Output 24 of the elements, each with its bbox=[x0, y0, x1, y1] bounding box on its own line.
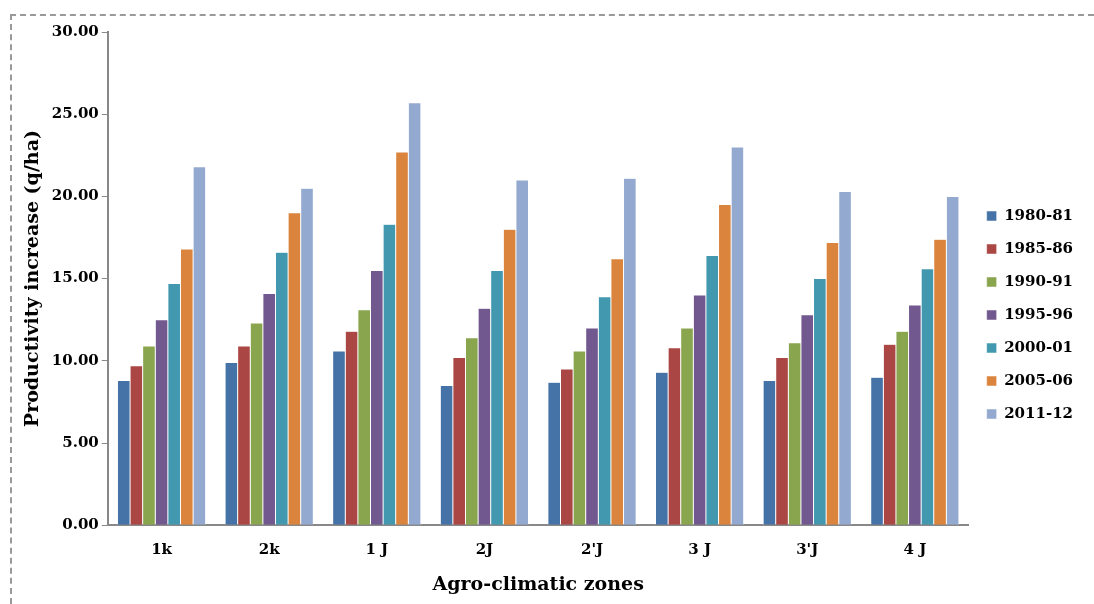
x-tick-label: 2k bbox=[258, 540, 281, 559]
x-axis-title: Agro-climatic zones bbox=[431, 571, 644, 594]
legend-label: 1980-81 bbox=[1004, 205, 1074, 224]
legend-label: 1985-86 bbox=[1004, 238, 1074, 257]
y-tick-label: 25.00 bbox=[51, 104, 99, 123]
y-tick-label: 0.00 bbox=[62, 515, 99, 534]
y-tick-label: 15.00 bbox=[51, 268, 99, 287]
x-tick-label: 3 J bbox=[688, 540, 712, 559]
x-tick-label: 1 J bbox=[365, 540, 389, 559]
legend-label: 2005-06 bbox=[1004, 370, 1074, 389]
x-tick-label: 4 J bbox=[903, 540, 927, 559]
x-tick-label: 3'J bbox=[796, 540, 819, 559]
y-tick-label: 30.00 bbox=[51, 21, 99, 40]
legend-label: 1995-96 bbox=[1004, 304, 1074, 323]
x-tick-label: 2J bbox=[475, 540, 494, 559]
y-tick-label: 5.00 bbox=[62, 432, 99, 451]
legend-label: 1990-91 bbox=[1004, 271, 1074, 290]
y-tick-label: 10.00 bbox=[51, 350, 99, 369]
legend-label: 2000-01 bbox=[1004, 337, 1074, 356]
legend-label: 2011-12 bbox=[1004, 403, 1074, 422]
y-tick-label: 20.00 bbox=[51, 186, 99, 205]
x-tick-label: 2'J bbox=[580, 540, 604, 559]
x-tick-label: 1k bbox=[151, 540, 173, 559]
y-axis-title: Productivity increase (q/ha) bbox=[20, 130, 43, 428]
